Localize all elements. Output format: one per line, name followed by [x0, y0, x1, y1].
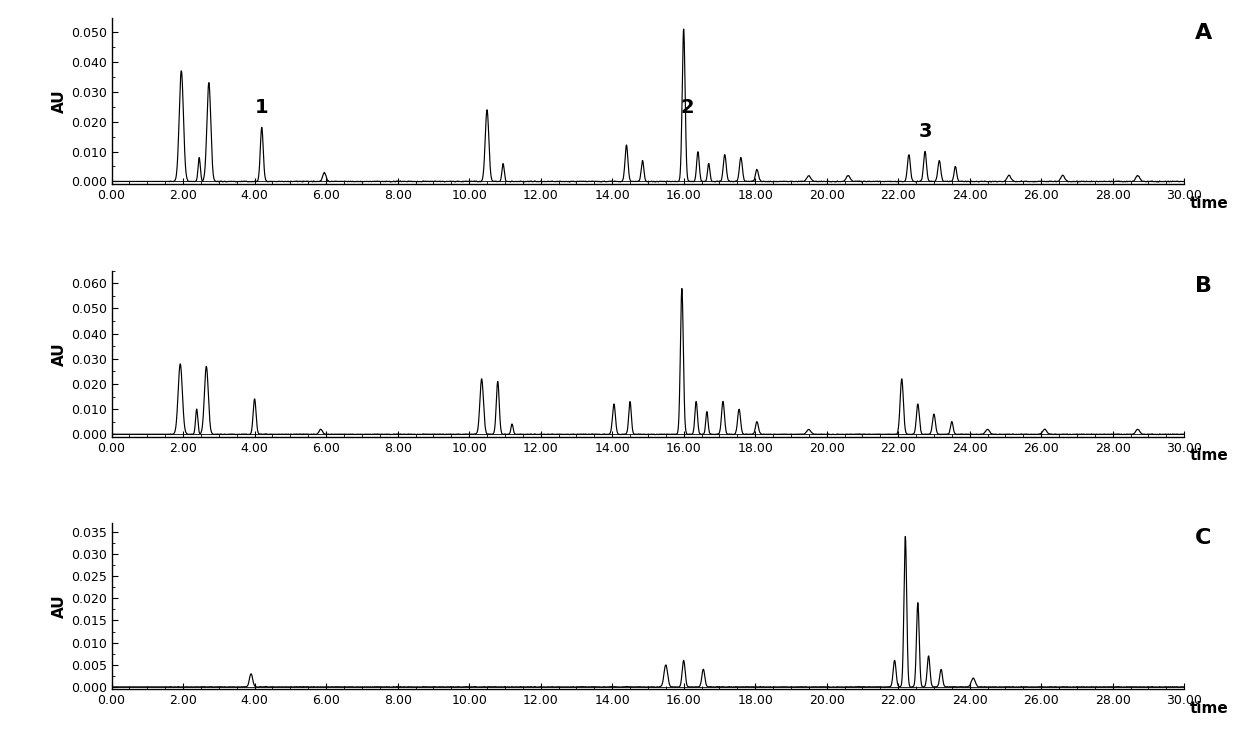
Text: time: time [1189, 701, 1229, 716]
Text: B: B [1195, 276, 1211, 296]
Y-axis label: AU: AU [52, 342, 67, 366]
Text: 3: 3 [919, 122, 931, 141]
Text: C: C [1195, 528, 1211, 548]
Text: 2: 2 [681, 98, 694, 117]
Text: A: A [1195, 24, 1213, 43]
Text: time: time [1189, 448, 1229, 464]
Y-axis label: AU: AU [52, 90, 67, 113]
Text: 1: 1 [255, 98, 269, 117]
Y-axis label: AU: AU [52, 594, 67, 618]
Text: time: time [1189, 196, 1229, 211]
